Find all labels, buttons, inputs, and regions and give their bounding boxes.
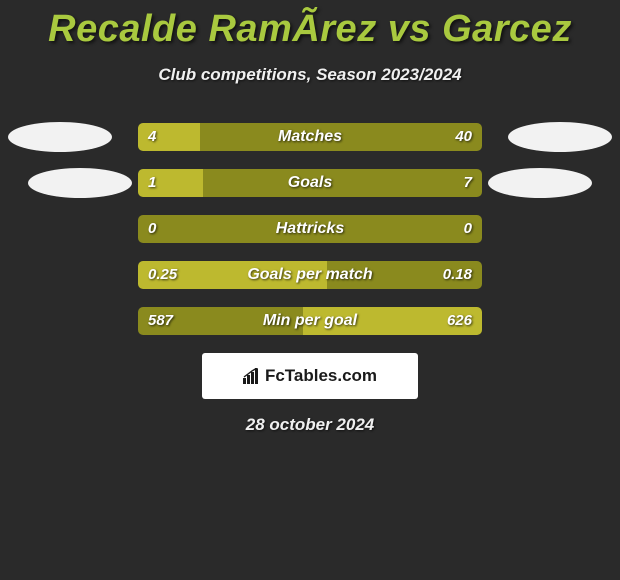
page-title: Recalde RamÃ­rez vs Garcez xyxy=(0,0,620,51)
player-avatar-left xyxy=(28,168,132,198)
date-label: 28 october 2024 xyxy=(0,415,620,435)
stat-row: 00Hattricks xyxy=(0,215,620,243)
subtitle: Club competitions, Season 2023/2024 xyxy=(0,65,620,85)
metric-label: Goals per match xyxy=(138,261,482,289)
stat-row: 17Goals xyxy=(0,169,620,197)
bar-chart-icon xyxy=(243,368,261,384)
stat-row: 587626Min per goal xyxy=(0,307,620,335)
bar-container: 587626Min per goal xyxy=(138,307,482,335)
bar-container: 00Hattricks xyxy=(138,215,482,243)
stat-row: 440Matches xyxy=(0,123,620,151)
metric-label: Goals xyxy=(138,169,482,197)
logo-text: FcTables.com xyxy=(265,366,377,386)
player-avatar-right xyxy=(488,168,592,198)
player-avatar-right xyxy=(508,122,612,152)
stat-row: 0.250.18Goals per match xyxy=(0,261,620,289)
player-avatar-left xyxy=(8,122,112,152)
bar-container: 0.250.18Goals per match xyxy=(138,261,482,289)
metric-label: Hattricks xyxy=(138,215,482,243)
metric-label: Min per goal xyxy=(138,307,482,335)
logo-box: FcTables.com xyxy=(202,353,418,399)
comparison-chart: 440Matches 17Goals 00Hattricks 0.250.18Goal… xyxy=(0,123,620,335)
metric-label: Matches xyxy=(138,123,482,151)
bar-container: 17Goals xyxy=(138,169,482,197)
bar-container: 440Matches xyxy=(138,123,482,151)
